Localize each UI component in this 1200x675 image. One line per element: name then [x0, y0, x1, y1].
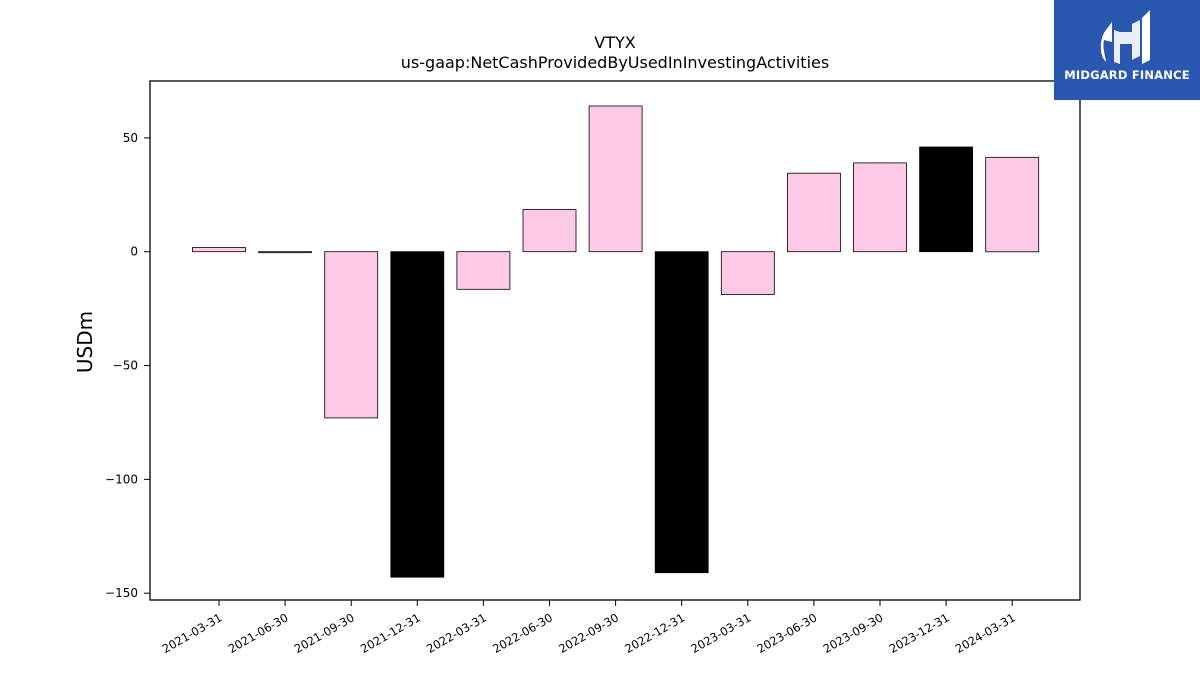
brand-name: MIDGARD FINANCE [1064, 68, 1190, 82]
y-axis-label: USDm [73, 311, 97, 373]
x-tick-label: 2022-12-31 [622, 610, 687, 656]
brand-logo: MIDGARD FINANCE [1054, 0, 1200, 100]
chart-subtitle: us-gaap:NetCashProvidedByUsedInInvesting… [401, 53, 829, 72]
x-tick-label: 2022-03-31 [424, 610, 489, 656]
midgard-logo-icon [1100, 10, 1150, 64]
x-tick-label: 2023-12-31 [887, 610, 952, 656]
plot-frame [149, 80, 1081, 601]
bar-2023-03-31 [720, 251, 775, 295]
bar-2021-09-30 [324, 251, 379, 419]
bar-2021-06-30 [258, 251, 313, 254]
bar-2021-12-31 [390, 251, 445, 578]
bar-2023-09-30 [853, 162, 907, 253]
bar-2021-03-31 [192, 247, 246, 253]
x-tick-label: 2021-09-30 [292, 610, 357, 656]
x-tick-label: 2021-12-31 [358, 610, 423, 656]
bar-2022-12-31 [654, 251, 709, 574]
y-tick-label: 50 [123, 131, 138, 145]
y-tick-label: −100 [105, 472, 138, 486]
x-tick-label: 2023-03-31 [688, 610, 753, 656]
bar-2022-03-31 [456, 251, 511, 290]
x-tick-label: 2023-09-30 [821, 610, 886, 656]
bar-2023-06-30 [787, 172, 841, 253]
bar-2024-03-31 [985, 156, 1040, 253]
x-tick-label: 2022-09-30 [556, 610, 621, 656]
bar-2022-09-30 [588, 105, 643, 253]
x-axis-ticks: 2021-03-31 2021-06-30 2021-09-30 2021-12-31… [160, 600, 1018, 656]
x-tick-label: 2024-03-31 [953, 610, 1018, 656]
x-tick-label: 2023-06-30 [755, 610, 820, 656]
y-tick-label: −150 [105, 586, 138, 600]
bars-group [192, 105, 1040, 578]
y-tick-label: 0 [130, 245, 138, 259]
x-tick-label: 2021-06-30 [226, 610, 291, 656]
y-axis-ticks: 50 0 −50 −100 −150 [105, 131, 150, 600]
bar-2022-06-30 [522, 209, 577, 253]
bar-2023-12-31 [919, 146, 973, 253]
chart-title: VTYX [594, 33, 635, 52]
x-tick-label: 2021-03-31 [160, 610, 225, 656]
y-tick-label: −50 [113, 359, 138, 373]
x-tick-label: 2022-06-30 [490, 610, 555, 656]
